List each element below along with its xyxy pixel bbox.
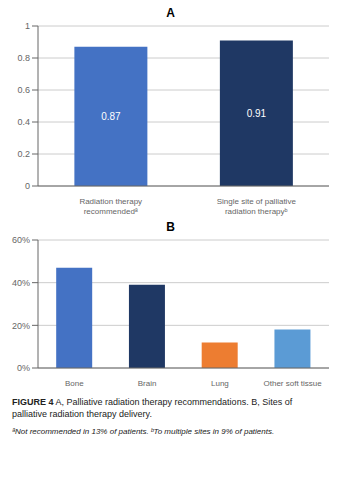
svg-text:20%: 20% bbox=[12, 321, 30, 331]
svg-text:0.2: 0.2 bbox=[17, 149, 30, 159]
svg-text:Single site of palliativeradia: Single site of palliativeradiation thera… bbox=[217, 197, 297, 216]
svg-text:Radiation therapyrecommendedª: Radiation therapyrecommendedª bbox=[79, 197, 142, 216]
html-text:ªNot recommended in 13% of pat: ªNot recommended in 13% of patients. ᵇTo… bbox=[12, 427, 275, 436]
svg-text:Other soft tissue: Other soft tissue bbox=[264, 379, 323, 388]
svg-text:0.91: 0.91 bbox=[247, 108, 267, 119]
svg-text:Bone: Bone bbox=[65, 379, 84, 388]
html-text:A: A bbox=[166, 6, 175, 20]
svg-text:Lung: Lung bbox=[211, 379, 229, 388]
svg-text:0.6: 0.6 bbox=[17, 85, 30, 95]
svg-text:0.4: 0.4 bbox=[17, 117, 30, 127]
html-text:FIGURE 4 A, Palliative radiati: FIGURE 4 A, Palliative radiation therapy… bbox=[12, 397, 293, 419]
svg-text:0.8: 0.8 bbox=[17, 53, 30, 63]
svg-text:Brain: Brain bbox=[138, 379, 157, 388]
svg-text:60%: 60% bbox=[12, 235, 30, 245]
svg-text:0: 0 bbox=[25, 181, 30, 191]
html-text:B: B bbox=[166, 220, 175, 234]
svg-text:0%: 0% bbox=[17, 363, 30, 373]
svg-text:40%: 40% bbox=[12, 278, 30, 288]
svg-text:1: 1 bbox=[25, 21, 30, 31]
svg-text:0.87: 0.87 bbox=[101, 111, 121, 122]
